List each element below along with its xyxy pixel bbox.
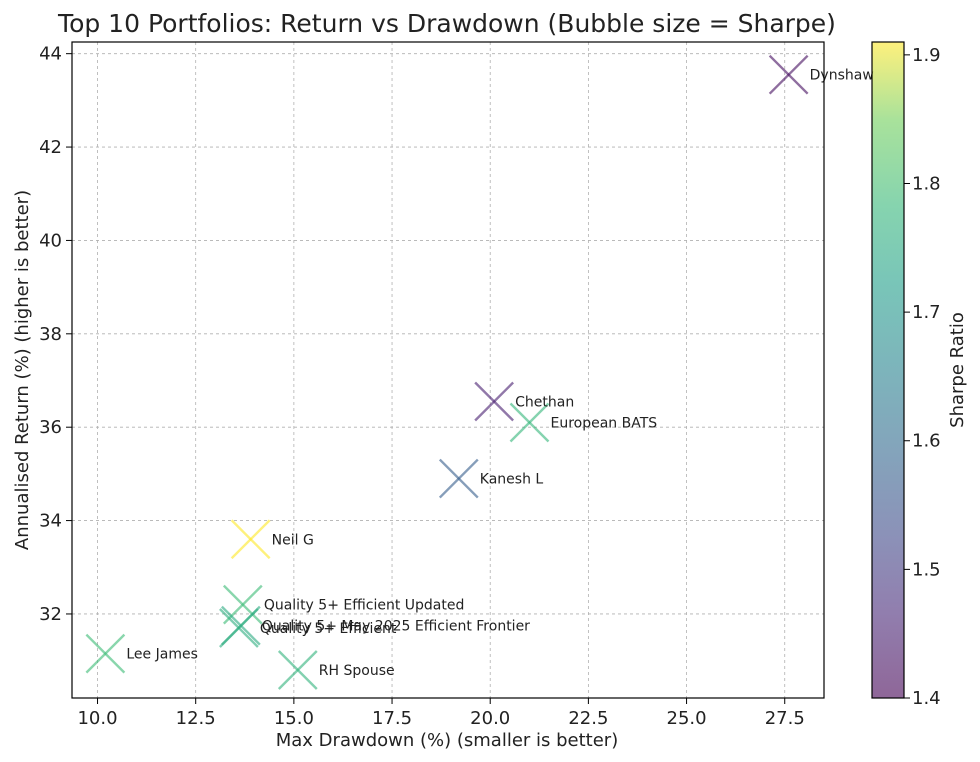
colorbar-label: Sharpe Ratio [947,312,968,428]
chart-title: Top 10 Portfolios: Return vs Drawdown (B… [57,9,836,38]
colorbar: 1.4 1.5 1.6 1.7 1.8 1.9 Sharpe Ratio [871,41,968,709]
point-label: Quality 5+ Efficient Updated [264,598,465,614]
y-tick-label: 44 [39,44,62,65]
data-point [230,519,271,560]
x-tick-label: 15.0 [274,708,314,729]
data-point [474,381,514,422]
x-tick-label: 27.5 [765,708,805,729]
colorbar-tick-label: 1.5 [912,559,941,580]
point-labels: Dynshaw Chethan European BATS Kanesh L Neil … [126,68,873,679]
grid-lines [72,42,824,698]
point-label: Dynshaw [810,68,874,84]
x-tick-label: 20.0 [470,708,510,729]
point-label: Lee James [126,647,197,663]
colorbar-frame [871,41,905,699]
data-point [219,608,259,648]
data-points [85,54,809,690]
data-point [438,458,479,499]
point-label: European BATS [550,416,657,432]
y-tick-label: 38 [39,324,62,345]
point-label: Kanesh L [480,472,544,488]
x-tick-label: 25.0 [667,708,707,729]
y-axis-ticks: 32 34 36 38 40 42 44 [39,44,72,625]
x-axis-label: Max Drawdown (%) (smaller is better) [276,730,618,751]
y-tick-label: 40 [39,230,62,251]
colorbar-tick-label: 1.7 [912,302,941,323]
x-tick-label: 22.5 [568,708,608,729]
colorbar-tick-label: 1.8 [912,173,941,194]
colorbar-tick-label: 1.6 [912,431,941,452]
x-tick-label: 10.0 [77,708,117,729]
data-point [768,54,809,95]
colorbar-tick-label: 1.9 [912,45,941,66]
x-axis-ticks: 10.0 12.5 15.0 17.5 20.0 22.5 25.0 27.5 [77,698,805,729]
data-point [509,402,550,443]
y-axis-label: Annualised Return (%) (higher is better) [12,190,33,550]
colorbar-gradient [872,42,904,698]
colorbar-ticks: 1.4 1.5 1.6 1.7 1.8 1.9 [904,45,941,709]
colorbar-tick-label: 1.4 [912,688,941,709]
y-tick-label: 32 [39,604,62,625]
data-point [85,633,126,674]
y-tick-label: 36 [39,417,62,438]
point-label: Quality 5+ May 2025 Efficient Frontier [262,619,530,635]
y-tick-label: 42 [39,137,62,158]
x-tick-label: 12.5 [176,708,216,729]
x-tick-label: 17.5 [372,708,412,729]
plot-frame [71,41,825,699]
point-label: Quality 5+ Efficient [260,621,397,637]
point-label: Neil G [272,532,314,548]
data-point [277,650,318,690]
point-label: RH Spouse [319,663,395,679]
y-tick-label: 34 [39,511,62,532]
data-point [222,584,263,625]
point-label: Chethan [515,395,574,411]
